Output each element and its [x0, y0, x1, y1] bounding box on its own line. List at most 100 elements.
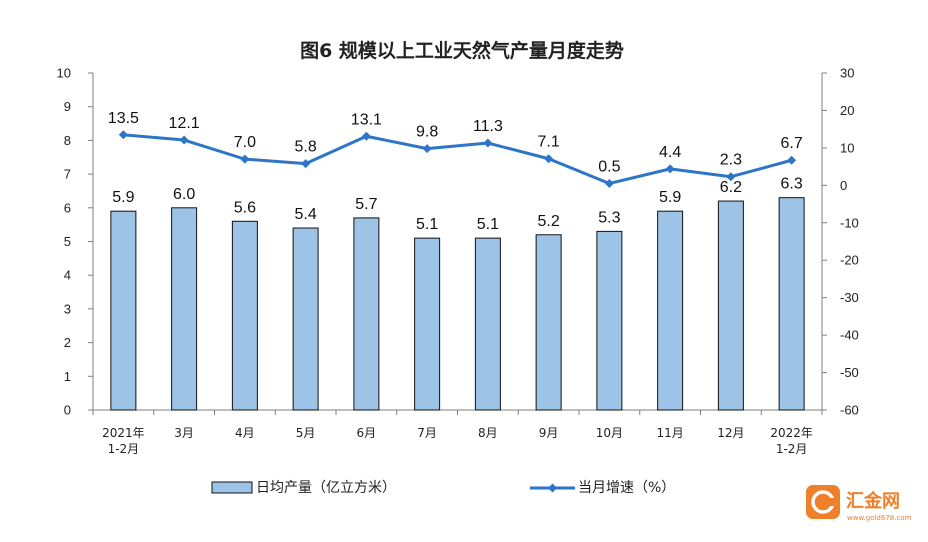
bar-data-label: 5.3 — [598, 209, 620, 226]
left-y-tick-label: 8 — [64, 133, 71, 148]
right-y-tick-label: 10 — [840, 140, 854, 155]
right-y-tick-label: 20 — [840, 103, 854, 118]
left-y-tick-label: 1 — [64, 369, 71, 384]
bar-data-label: 5.4 — [295, 206, 317, 223]
line-marker — [483, 138, 493, 148]
right-y-tick-label: -20 — [840, 253, 859, 268]
line-marker — [787, 155, 797, 165]
bar-data-label: 5.6 — [234, 199, 256, 216]
line-marker — [544, 154, 554, 164]
line-data-label: 7.1 — [538, 134, 560, 151]
bar — [231, 220, 258, 411]
x-tick-label: 9月 — [539, 426, 559, 440]
bar — [657, 210, 684, 411]
right-y-tick-label: 30 — [840, 66, 854, 81]
growth-line — [123, 133, 793, 185]
line-marker — [665, 164, 675, 174]
x-tick-label: 3月 — [174, 426, 194, 440]
bar-data-label: 6.2 — [720, 179, 742, 196]
watermark-url: www.gold678.com — [847, 514, 912, 522]
legend-bar-swatch — [211, 481, 253, 494]
bar-data-label: 5.1 — [477, 216, 499, 233]
x-tick-label: 1-2月 — [108, 442, 140, 456]
bar — [717, 200, 744, 411]
line-marker — [361, 131, 371, 141]
bar-data-label: 5.9 — [659, 189, 681, 206]
line-marker — [179, 135, 189, 145]
left-y-tick-label: 2 — [64, 335, 71, 350]
bar — [535, 234, 562, 411]
bar — [292, 227, 319, 411]
line-series — [118, 130, 797, 188]
right-y-tick-label: -40 — [840, 328, 859, 343]
x-tick-label: 5月 — [296, 426, 316, 440]
bar — [110, 210, 137, 411]
line-marker — [118, 130, 128, 140]
left-y-tick-label: 4 — [64, 268, 71, 283]
line-data-label: 5.8 — [295, 139, 317, 156]
watermark-brand: 汇金网 — [846, 490, 900, 512]
x-tick-label: 6月 — [357, 426, 377, 440]
line-data-label: 11.3 — [473, 118, 503, 135]
line-marker — [604, 178, 614, 188]
legend: 日均产量（亿立方米） 当月增速（%） — [211, 480, 675, 496]
bar-data-labels: 5.9 6.0 5.6 5.4 5.7 5.1 5.1 5.2 5.3 5.9 6.2 6.3 — [112, 176, 803, 233]
line-marker — [422, 144, 432, 154]
x-tick-label: 7月 — [417, 426, 437, 440]
right-y-tick-label: -10 — [840, 215, 859, 230]
x-tick-label: 12月 — [717, 426, 744, 440]
left-y-tick-label: 7 — [64, 167, 71, 182]
bar — [171, 207, 198, 411]
left-y-tick-label: 0 — [64, 403, 71, 418]
bar — [353, 217, 380, 411]
line-data-label: 13.1 — [351, 111, 382, 128]
bar-data-label: 5.1 — [416, 216, 438, 233]
line-data-label: 0.5 — [598, 158, 620, 175]
bar-data-label: 6.0 — [173, 186, 195, 203]
right-y-tick-label: -50 — [840, 365, 859, 380]
left-y-tick-label: 3 — [64, 301, 71, 316]
chart-axes: 0 1 2 3 4 5 6 7 8 9 10 -60 -50 -40 -30 -20 -10 0 10 20 30 202… — [57, 66, 859, 457]
line-data-label: 4.4 — [659, 144, 681, 161]
bar — [778, 197, 805, 411]
left-y-tick-label: 9 — [64, 99, 71, 114]
line-data-label: 13.5 — [108, 110, 139, 127]
bar-data-label: 5.2 — [538, 213, 560, 230]
line-data-label: 6.7 — [781, 135, 803, 152]
legend-line-marker — [548, 483, 557, 493]
watermark: 汇金网 www.gold678.com — [806, 485, 912, 522]
line-data-label: 9.8 — [416, 124, 438, 141]
line-data-label: 2.3 — [720, 152, 742, 169]
left-y-tick-label: 10 — [57, 66, 71, 81]
bar — [414, 237, 441, 411]
line-data-labels: 13.5 12.1 7.0 5.8 13.1 9.8 11.3 7.1 0.5 4.4 2.3 6.7 — [108, 110, 803, 176]
bar-data-label: 5.7 — [355, 196, 377, 213]
bar-series — [110, 197, 805, 411]
left-y-tick-label: 6 — [64, 200, 71, 215]
right-y-tick-label: -60 — [840, 403, 859, 418]
x-tick-label: 1-2月 — [776, 442, 808, 456]
chart-title: 图6 规模以上工业天然气产量月度走势 — [300, 39, 624, 62]
watermark-logo-gap — [824, 498, 836, 506]
x-tick-label: 4月 — [235, 426, 255, 440]
bar-data-label: 5.9 — [112, 189, 134, 206]
x-tick-label: 2022年 — [770, 426, 813, 440]
bar — [474, 237, 501, 411]
legend-bar-label: 日均产量（亿立方米） — [256, 480, 396, 496]
left-y-tick-label: 5 — [64, 234, 71, 249]
line-data-label: 12.1 — [169, 115, 200, 132]
x-tick-label: 11月 — [656, 426, 683, 440]
bar — [596, 230, 623, 411]
watermark-logo — [806, 485, 840, 519]
x-tick-label: 8月 — [478, 426, 498, 440]
x-tick-label: 10月 — [596, 426, 623, 440]
line-marker — [240, 154, 250, 164]
line-marker — [301, 159, 311, 169]
line-marker — [726, 172, 736, 182]
x-tick-label: 2021年 — [102, 426, 145, 440]
line-data-label: 7.0 — [234, 134, 256, 151]
bar-data-label: 6.3 — [781, 176, 803, 193]
right-y-tick-label: -30 — [840, 290, 859, 305]
legend-line-label: 当月增速（%） — [578, 480, 675, 496]
